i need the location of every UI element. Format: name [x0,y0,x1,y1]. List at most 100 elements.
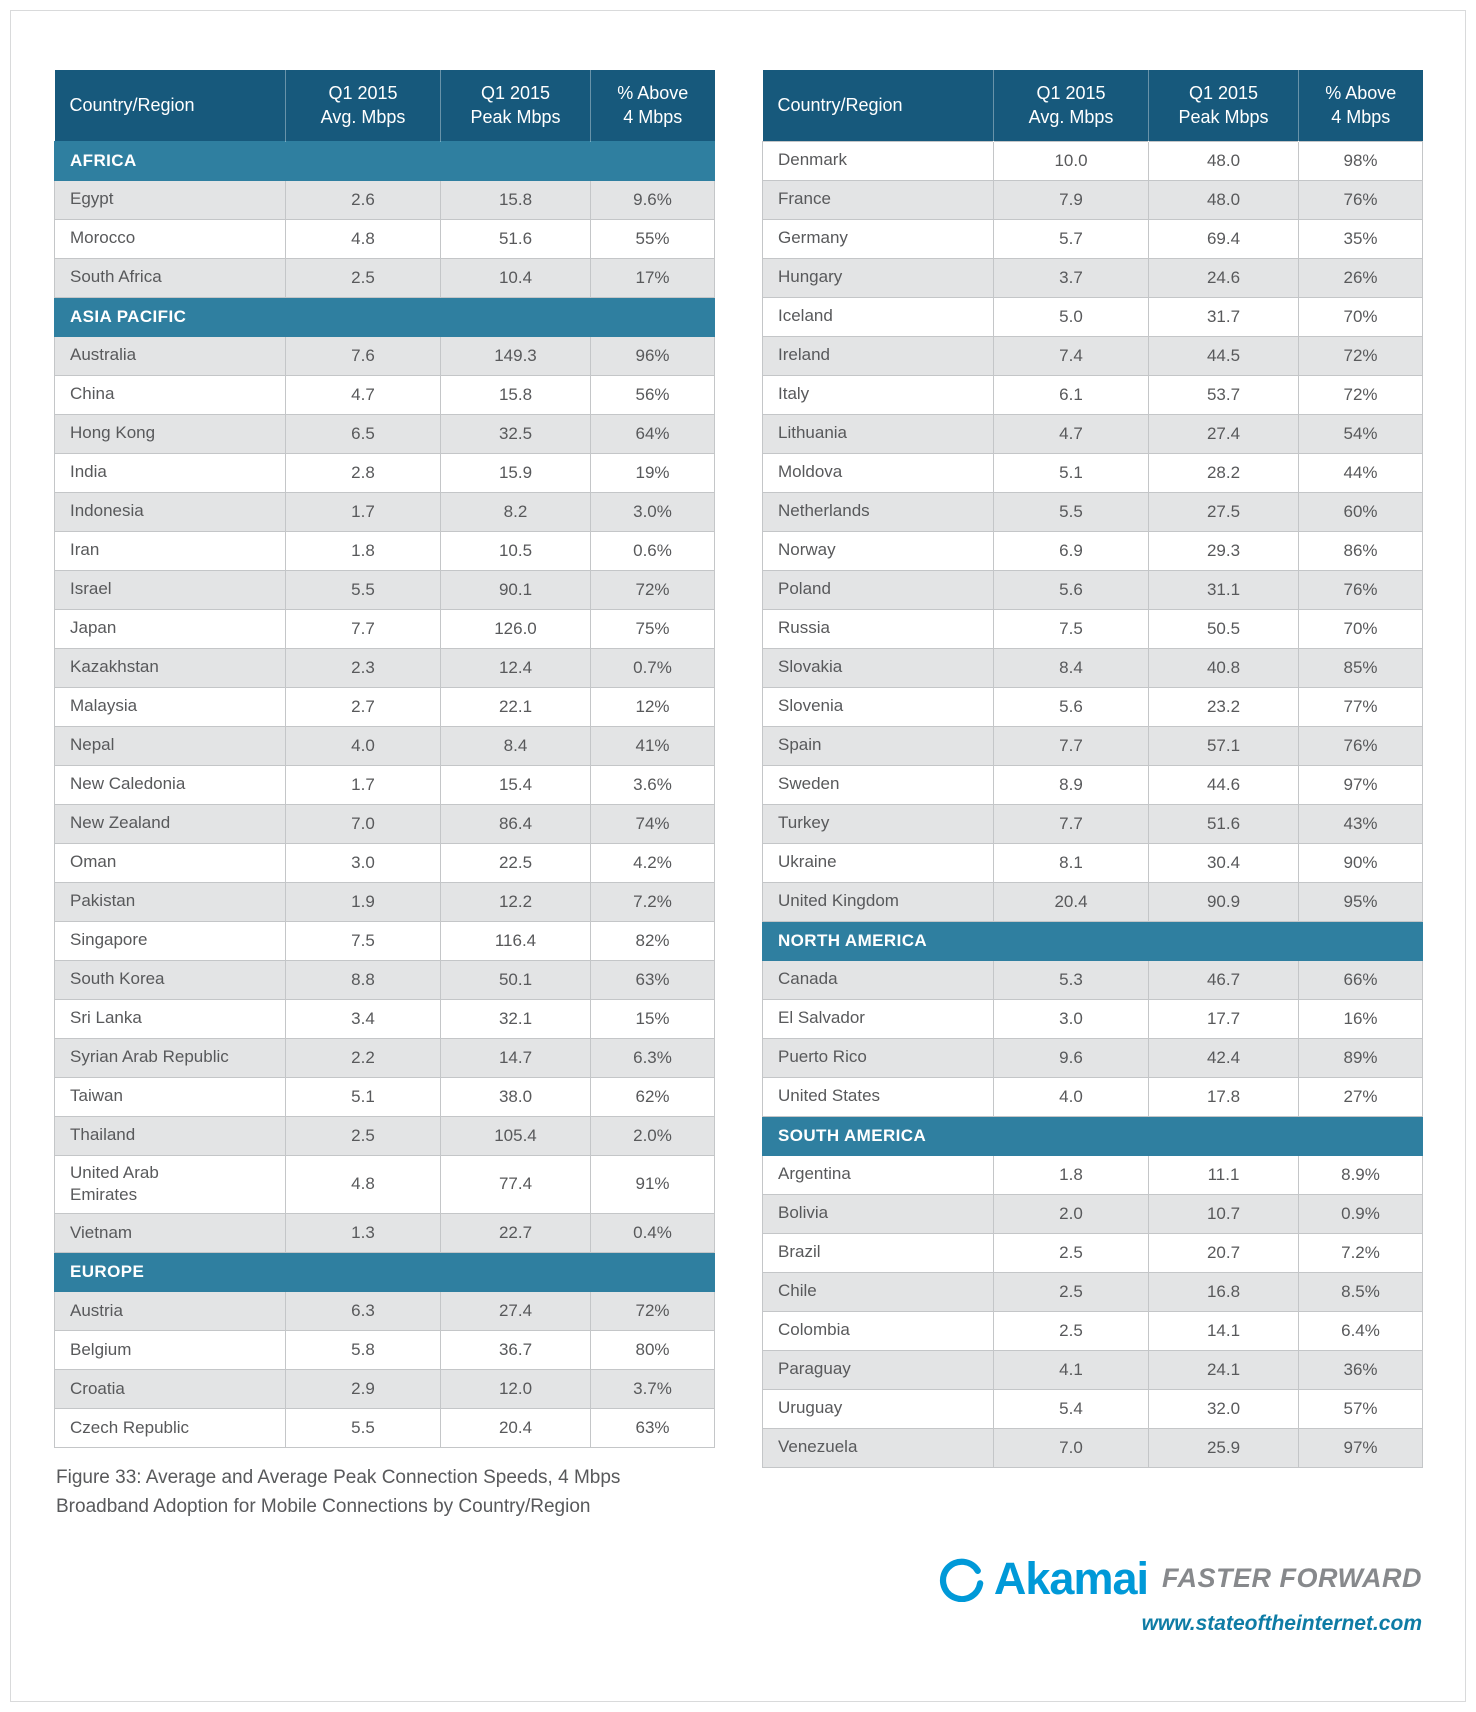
peak-mbps-cell: 15.8 [440,374,591,415]
peak-mbps-cell: 32.1 [440,998,591,1039]
above-4mbps-cell: 0.4% [590,1213,715,1254]
table-row: Uruguay 5.4 32.0 57% [762,1388,1423,1429]
avg-mbps-cell: 2.5 [285,1115,441,1156]
avg-mbps-cell: 5.3 [993,959,1149,1000]
peak-mbps-cell: 15.9 [440,452,591,493]
above-4mbps-cell: 44% [1298,452,1423,493]
country-cell: Morocco [54,218,286,259]
country-cell: South Africa [54,257,286,298]
country-cell: Pakistan [54,881,286,922]
above-4mbps-cell: 0.6% [590,530,715,571]
region-label: EUROPE [54,1252,715,1293]
region-header-row: ASIA PACIFIC [54,296,715,337]
table-row: Malaysia 2.7 22.1 12% [54,686,715,727]
avg-mbps-cell: 7.5 [993,608,1149,649]
above-4mbps-cell: 82% [590,920,715,961]
above-4mbps-cell: 0.7% [590,647,715,688]
table-row: Taiwan 5.1 38.0 62% [54,1076,715,1117]
country-cell: Belgium [54,1330,286,1371]
left-column: Country/Region Q1 2015 Avg. Mbps Q1 2015 P… [54,70,715,1636]
above-4mbps-cell: 85% [1298,647,1423,688]
region-label: NORTH AMERICA [762,920,1423,961]
table-row: Denmark 10.0 48.0 98% [762,140,1423,181]
peak-mbps-cell: 126.0 [440,608,591,649]
peak-mbps-cell: 20.4 [440,1408,591,1449]
table-row: Lithuania 4.7 27.4 54% [762,413,1423,454]
country-cell: Oman [54,842,286,883]
avg-mbps-cell: 4.1 [993,1349,1149,1390]
above-4mbps-cell: 86% [1298,530,1423,571]
avg-mbps-cell: 4.7 [285,374,441,415]
above-4mbps-cell: 76% [1298,569,1423,610]
table-row: Belgium 5.8 36.7 80% [54,1330,715,1371]
column-header: Q1 2015 Avg. Mbps [993,70,1149,141]
above-4mbps-cell: 72% [590,569,715,610]
above-4mbps-cell: 6.4% [1298,1310,1423,1351]
peak-mbps-cell: 14.7 [440,1037,591,1078]
peak-mbps-cell: 27.4 [440,1291,591,1332]
peak-mbps-cell: 15.8 [440,179,591,220]
avg-mbps-cell: 8.9 [993,764,1149,805]
country-cell: China [54,374,286,415]
country-cell: Netherlands [762,491,994,532]
peak-mbps-cell: 25.9 [1148,1427,1299,1468]
avg-mbps-cell: 7.7 [993,725,1149,766]
peak-mbps-cell: 17.7 [1148,998,1299,1039]
avg-mbps-cell: 6.9 [993,530,1149,571]
table-row: United Kingdom 20.4 90.9 95% [762,881,1423,922]
region-label: AFRICA [54,140,715,181]
table-row: Brazil 2.5 20.7 7.2% [762,1232,1423,1273]
column-header: Q1 2015 Peak Mbps [1148,70,1299,141]
peak-mbps-cell: 10.7 [1148,1193,1299,1234]
avg-mbps-cell: 2.0 [993,1193,1149,1234]
above-4mbps-cell: 3.0% [590,491,715,532]
above-4mbps-cell: 6.3% [590,1037,715,1078]
table-row: Hungary 3.7 24.6 26% [762,257,1423,298]
table-row: Nepal 4.0 8.4 41% [54,725,715,766]
avg-mbps-cell: 2.8 [285,452,441,493]
peak-mbps-cell: 15.4 [440,764,591,805]
country-cell: Ukraine [762,842,994,883]
peak-mbps-cell: 48.0 [1148,140,1299,181]
figure-caption: Figure 33: Average and Average Peak Conn… [56,1467,621,1517]
avg-mbps-cell: 10.0 [993,140,1149,181]
peak-mbps-cell: 46.7 [1148,959,1299,1000]
above-4mbps-cell: 56% [590,374,715,415]
avg-mbps-cell: 8.4 [993,647,1149,688]
country-cell: Singapore [54,920,286,961]
avg-mbps-cell: 5.5 [285,1408,441,1449]
page-content: Country/Region Q1 2015 Avg. Mbps Q1 2015 P… [54,70,1423,1636]
website-link[interactable]: www.stateoftheinternet.com [1141,1611,1422,1635]
table-row: New Zealand 7.0 86.4 74% [54,803,715,844]
above-4mbps-cell: 19% [590,452,715,493]
table-row: Argentina 1.8 11.1 8.9% [762,1154,1423,1195]
avg-mbps-cell: 7.7 [993,803,1149,844]
country-cell: Indonesia [54,491,286,532]
avg-mbps-cell: 2.5 [993,1310,1149,1351]
peak-mbps-cell: 90.9 [1148,881,1299,922]
country-cell: Canada [762,959,994,1000]
country-cell: Russia [762,608,994,649]
peak-mbps-cell: 12.4 [440,647,591,688]
country-cell: Turkey [762,803,994,844]
table-header-row: Country/Region Q1 2015 Avg. Mbps Q1 2015 P… [762,70,1423,141]
above-4mbps-cell: 77% [1298,686,1423,727]
peak-mbps-cell: 42.4 [1148,1037,1299,1078]
country-cell: Malaysia [54,686,286,727]
above-4mbps-cell: 96% [590,335,715,376]
table-row: Singapore 7.5 116.4 82% [54,920,715,961]
peak-mbps-cell: 40.8 [1148,647,1299,688]
above-4mbps-cell: 54% [1298,413,1423,454]
peak-mbps-cell: 50.1 [440,959,591,1000]
table-row: Venezuela 7.0 25.9 97% [762,1427,1423,1468]
peak-mbps-cell: 24.1 [1148,1349,1299,1390]
country-cell: France [762,179,994,220]
peak-mbps-cell: 17.8 [1148,1076,1299,1117]
table-row: Hong Kong 6.5 32.5 64% [54,413,715,454]
above-4mbps-cell: 9.6% [590,179,715,220]
above-4mbps-cell: 72% [1298,335,1423,376]
above-4mbps-cell: 70% [1298,296,1423,337]
above-4mbps-cell: 63% [590,1408,715,1449]
table-row: El Salvador 3.0 17.7 16% [762,998,1423,1039]
table-row: South Korea 8.8 50.1 63% [54,959,715,1000]
